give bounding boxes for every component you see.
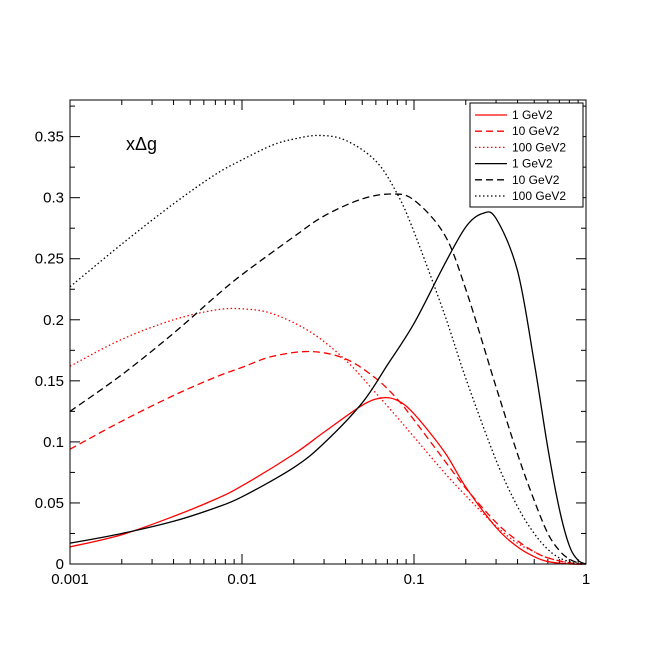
chart-annotation: xΔg xyxy=(126,134,157,154)
series-line-3 xyxy=(69,307,587,565)
y-tick-label: 0.25 xyxy=(35,251,64,268)
series-line-6 xyxy=(69,134,587,565)
legend-label: 1 GeV2 xyxy=(512,157,553,171)
legend-label: 10 GeV2 xyxy=(512,173,560,187)
legend-label: 100 GeV2 xyxy=(512,189,566,203)
series-line-5 xyxy=(69,193,587,565)
x-tick-label: 0.001 xyxy=(51,571,89,588)
series-line-2 xyxy=(69,350,587,565)
series-line-1 xyxy=(69,396,587,565)
y-tick-label: 0.3 xyxy=(43,190,64,207)
legend-label: 100 GeV2 xyxy=(512,140,566,154)
series-line-4 xyxy=(69,211,587,565)
y-tick-label: 0.2 xyxy=(43,312,64,329)
y-tick-label: 0.15 xyxy=(35,373,64,390)
series-layer xyxy=(69,134,587,565)
y-tick-label: 0.05 xyxy=(35,495,64,512)
x-tick-label: 0.01 xyxy=(227,571,256,588)
legend: 1 GeV2 10 GeV2 100 GeV2 1 GeV2 10 GeV2 100 Ge… xyxy=(469,102,584,208)
x-tick-label: 0.1 xyxy=(404,571,425,588)
legend-label: 1 GeV2 xyxy=(512,108,553,122)
axis-tick-labels: 0.001 0.01 0.1 1 0 0.05 0.1 0.15 0.2 0.25 0.3 0.35 xyxy=(35,129,590,588)
y-tick-label: 0.1 xyxy=(43,434,64,451)
legend-box xyxy=(469,102,584,208)
x-tick-label: 1 xyxy=(582,571,590,588)
y-tick-label: 0 xyxy=(56,556,64,573)
plot-frame xyxy=(69,99,587,565)
y-tick-label: 0.35 xyxy=(35,129,64,146)
legend-label: 10 GeV2 xyxy=(512,124,560,138)
